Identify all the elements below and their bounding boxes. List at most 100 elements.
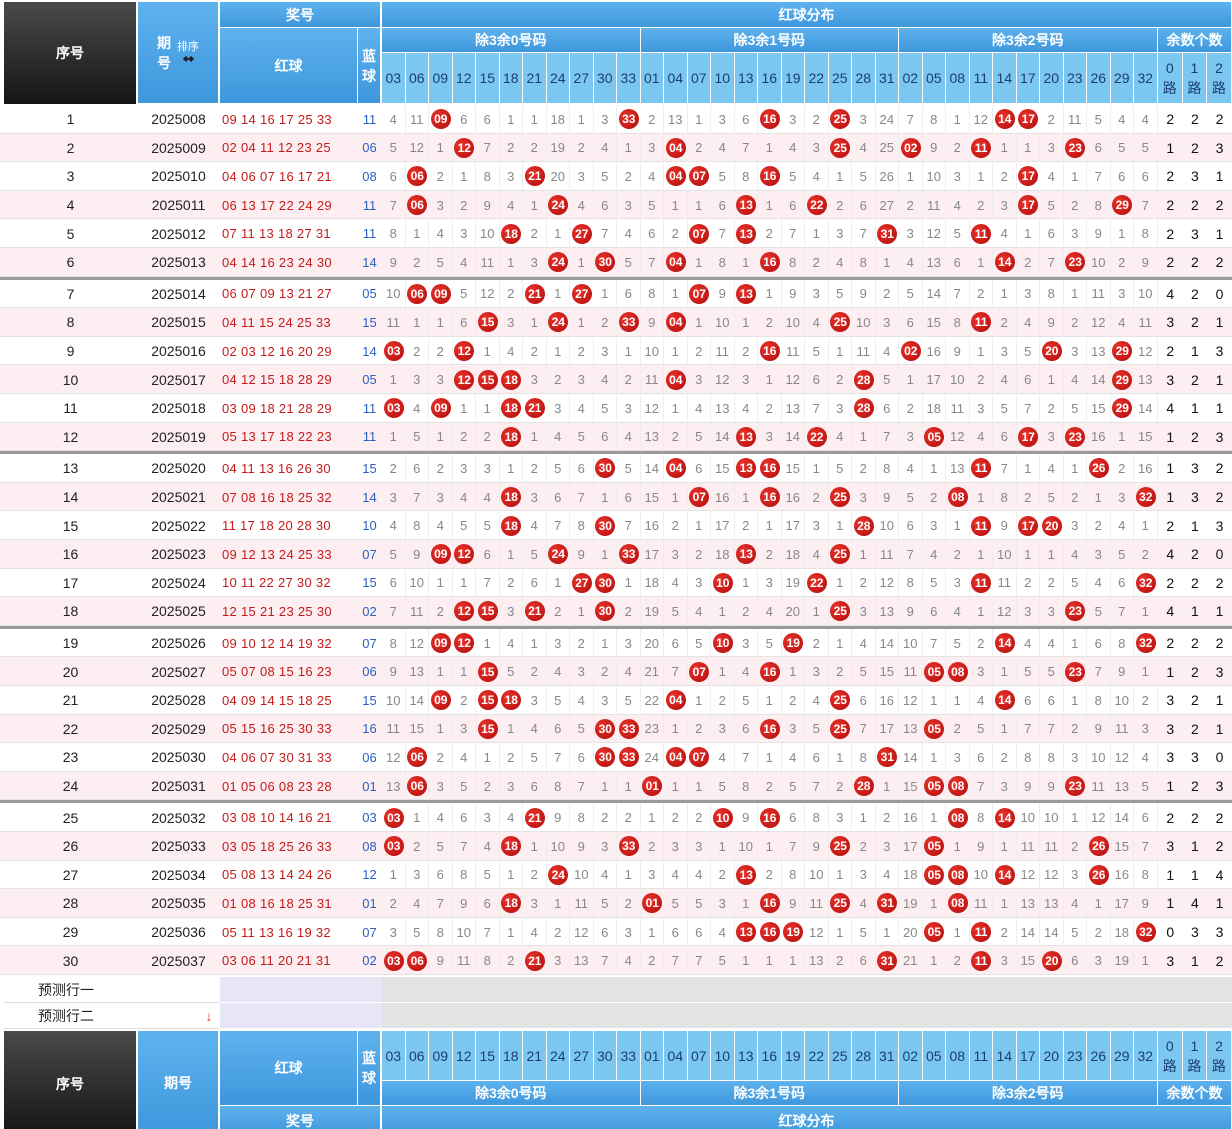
- miss-count: 5: [641, 190, 664, 220]
- miss-count: 2: [617, 365, 641, 394]
- miss-count: 1: [523, 422, 547, 452]
- miss-count: 12: [641, 394, 664, 423]
- miss-count: 9: [782, 889, 805, 918]
- table-row[interactable]: [0, 308, 1232, 337]
- miss-count: 1: [453, 394, 476, 423]
- miss-count: 7: [805, 771, 829, 801]
- table-row[interactable]: [0, 917, 1232, 947]
- table-row[interactable]: [0, 743, 1232, 772]
- col-number-07: 07: [687, 53, 711, 104]
- period-header[interactable]: 期号排序 ◆◆: [138, 2, 219, 104]
- miss-count: 2: [570, 336, 594, 366]
- prediction-grid[interactable]: [382, 1003, 1232, 1029]
- row-blue-number: 12: [362, 867, 377, 883]
- table-row[interactable]: [0, 454, 1232, 483]
- table-row[interactable]: [0, 832, 1232, 861]
- table-row[interactable]: [0, 803, 1232, 832]
- table-row[interactable]: [0, 394, 1232, 423]
- table-row[interactable]: [0, 365, 1232, 394]
- row-red-numbers: 01 08 16 18 25 31: [222, 895, 332, 911]
- table-row[interactable]: [0, 219, 1232, 248]
- miss-count: 15: [641, 482, 664, 512]
- table-row[interactable]: [0, 657, 1232, 686]
- miss-count: 11: [570, 889, 594, 918]
- miss-count: 11: [453, 946, 476, 975]
- red-ball-icon: 16: [759, 718, 780, 739]
- table-row[interactable]: [0, 628, 1232, 658]
- footer-col-number-18: 18: [499, 1031, 523, 1081]
- table-row[interactable]: [0, 248, 1232, 277]
- hit-cell: 07: [688, 219, 712, 248]
- miss-count: 2: [1017, 568, 1040, 598]
- table-row[interactable]: [0, 540, 1232, 569]
- miss-count: 2: [876, 803, 899, 832]
- miss-count: 13: [1134, 365, 1158, 394]
- table-row[interactable]: [0, 714, 1232, 744]
- miss-count: 6: [1064, 946, 1087, 975]
- col-number-26: 26: [1087, 53, 1111, 104]
- red-ball-icon: 08: [947, 807, 968, 828]
- table-row[interactable]: [0, 946, 1232, 975]
- table-row[interactable]: [0, 597, 1232, 626]
- miss-count: 16: [711, 482, 735, 512]
- table-row[interactable]: [0, 279, 1232, 309]
- hit-cell: 23: [1064, 423, 1088, 452]
- route-count: 2: [1215, 574, 1224, 591]
- miss-count: 1: [993, 279, 1017, 309]
- miss-count: 4: [382, 105, 406, 134]
- miss-count: 2: [993, 162, 1017, 191]
- prediction-grid[interactable]: [382, 977, 1232, 1003]
- expand-arrow-icon[interactable]: ↓: [205, 1008, 213, 1024]
- miss-count: 7: [688, 946, 711, 975]
- red-ball-icon: 26: [1088, 836, 1109, 857]
- table-row[interactable]: [0, 568, 1232, 598]
- route-count: 2: [1190, 546, 1199, 563]
- miss-count: 5: [429, 248, 453, 277]
- miss-count: 2: [688, 714, 711, 744]
- red-ball-icon: 32: [1135, 633, 1156, 654]
- route-count: 1: [1166, 139, 1175, 156]
- table-row[interactable]: [0, 686, 1232, 715]
- miss-count: 3: [829, 219, 852, 248]
- miss-count: 10: [735, 832, 758, 861]
- miss-count: 1: [500, 248, 523, 277]
- route-count: 2: [1190, 428, 1199, 445]
- miss-count: 3: [946, 162, 970, 191]
- prediction-input-area[interactable]: [220, 1003, 382, 1029]
- prediction-input-area[interactable]: [220, 977, 382, 1003]
- hit-cell: 28: [852, 365, 876, 394]
- row-seq: 25: [62, 809, 79, 826]
- miss-count: 3: [688, 832, 711, 861]
- red-ball-icon: 17: [1018, 426, 1039, 447]
- miss-count: 4: [382, 511, 406, 540]
- miss-count: 3: [688, 365, 711, 394]
- hit-cell: 18: [500, 511, 524, 540]
- miss-count: 10: [993, 540, 1017, 569]
- hit-cell: 09: [429, 540, 453, 569]
- route-count: 3: [1166, 692, 1175, 709]
- footer-col-number-13: 13: [734, 1031, 758, 1081]
- table-row[interactable]: [0, 889, 1232, 918]
- hit-cell: 18: [500, 889, 524, 918]
- hit-cell: 31: [876, 889, 900, 918]
- miss-count: 12: [993, 597, 1017, 626]
- blue-ball-header: 蓝球: [358, 28, 381, 104]
- miss-count: 2: [970, 279, 993, 309]
- table-row[interactable]: [0, 860, 1232, 890]
- miss-count: 1: [547, 336, 570, 366]
- miss-count: 2: [1017, 248, 1040, 277]
- table-row[interactable]: [0, 336, 1232, 366]
- red-ball-icon: 08: [947, 864, 968, 885]
- miss-count: 4: [946, 190, 970, 220]
- table-row[interactable]: [0, 133, 1232, 163]
- sort-button[interactable]: 排序 ◆◆: [177, 41, 199, 65]
- table-row[interactable]: [0, 771, 1232, 801]
- hit-cell: 25: [829, 483, 853, 512]
- row-blue-number: 01: [362, 778, 377, 794]
- miss-count: 11: [711, 336, 735, 366]
- miss-count: 4: [711, 917, 735, 947]
- table-row[interactable]: [0, 482, 1232, 512]
- footer-col-number-17: 17: [1016, 1031, 1040, 1081]
- miss-count: 4: [500, 803, 523, 832]
- miss-count: 5: [406, 422, 429, 452]
